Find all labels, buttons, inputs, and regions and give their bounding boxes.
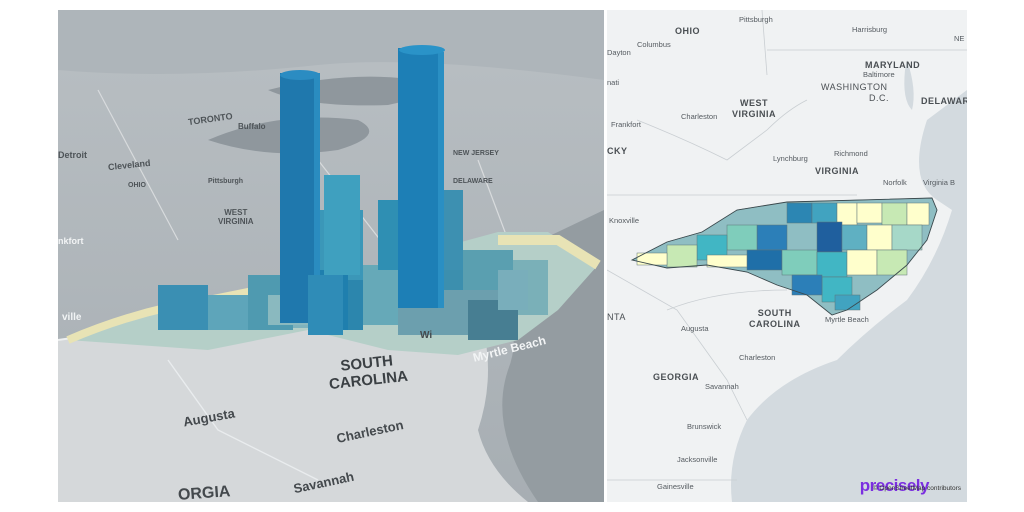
right-wv-line2: VIRGINIA [732, 109, 777, 119]
right-wv-line1: WEST [740, 98, 768, 108]
right-label-ohio: OHIO [675, 26, 701, 36]
right-label-norfolk: Norfolk [883, 178, 907, 187]
left-label-wi-partial: Wi [420, 330, 433, 341]
right-label-nta: NTA [607, 312, 626, 322]
right-label-richmond: Richmond [834, 149, 868, 158]
right-label-west-virginia: WEST VIRGINIA [732, 98, 776, 120]
right-label-washington: WASHINGTON [821, 82, 888, 92]
right-label-baltimore: Baltimore [863, 70, 895, 79]
right-label-savannah: Savannah [705, 382, 739, 391]
right-label-cky: CKY [607, 146, 628, 156]
left-label-west-virginia: WEST VIRGINIA [218, 208, 254, 226]
right-label-lynchburg: Lynchburg [773, 154, 808, 163]
right-label-brunswick: Brunswick [687, 422, 722, 431]
state-borders [607, 10, 967, 481]
north-carolina-counties [631, 197, 938, 316]
right-label-south-carolina: SOUTH CAROLINA [749, 308, 801, 330]
left-wv-line1: WEST [224, 208, 248, 217]
left-label-ville-partial: ville [62, 312, 82, 323]
right-label-charleston-sc: Charleston [739, 353, 776, 362]
ocean [731, 90, 967, 502]
right-label-dayton: Dayton [607, 48, 631, 57]
right-label-delaware: DELAWARE [921, 96, 967, 106]
right-label-myrtle-beach: Myrtle Beach [825, 315, 869, 324]
map-3d-panel[interactable]: SOUTH CAROLINA Augusta Charleston Savann… [58, 10, 604, 502]
right-sc-line2: CAROLINA [749, 319, 801, 329]
left-label-delaware: DELAWARE [453, 178, 493, 185]
left-label-georgia-partial: ORGIA [177, 483, 231, 502]
extruded-counties [158, 45, 548, 340]
right-label-gainesville: Gainesville [657, 482, 694, 491]
left-wv-line2: VIRGINIA [218, 217, 254, 226]
left-label-nkfort-partial: nkfort [58, 236, 84, 246]
right-label-nati: nati [607, 78, 620, 87]
right-label-columbus: Columbus [637, 40, 671, 49]
left-label-pittsburgh: Pittsburgh [208, 178, 243, 185]
right-label-frankfort: Frankfort [611, 120, 642, 129]
left-label-buffalo: Buffalo [238, 122, 266, 131]
right-label-augusta: Augusta [681, 324, 709, 333]
right-label-ne-partial: NE [954, 34, 965, 43]
map-attribution[interactable]: © OpenStreetMap contributors [872, 485, 961, 492]
right-label-virginia-beach: Virginia B [923, 178, 955, 187]
right-label-dc: D.C. [869, 93, 889, 103]
right-label-knoxville: Knoxville [609, 216, 640, 225]
right-label-jacksonville: Jacksonville [677, 455, 718, 464]
left-label-ohio: OHIO [128, 182, 146, 189]
precisely-logo: precisely [859, 476, 930, 495]
left-label-new-jersey: NEW JERSEY [453, 150, 499, 157]
right-label-georgia: GEORGIA [653, 372, 700, 382]
right-label-harrisburg: Harrisburg [852, 25, 888, 34]
right-label-pittsburgh: Pittsburgh [739, 15, 773, 24]
right-label-charleston-wv: Charleston [681, 112, 718, 121]
map-2d-panel[interactable]: OHIO Pittsburgh Harrisburg Columbus Dayt… [607, 10, 967, 502]
right-label-virginia: VIRGINIA [815, 166, 860, 176]
map-3d-canvas [58, 10, 604, 502]
map-2d-canvas [607, 10, 967, 502]
left-label-detroit: Detroit [58, 150, 87, 160]
right-sc-line1: SOUTH [757, 308, 792, 318]
right-label-maryland: MARYLAND [865, 60, 921, 70]
